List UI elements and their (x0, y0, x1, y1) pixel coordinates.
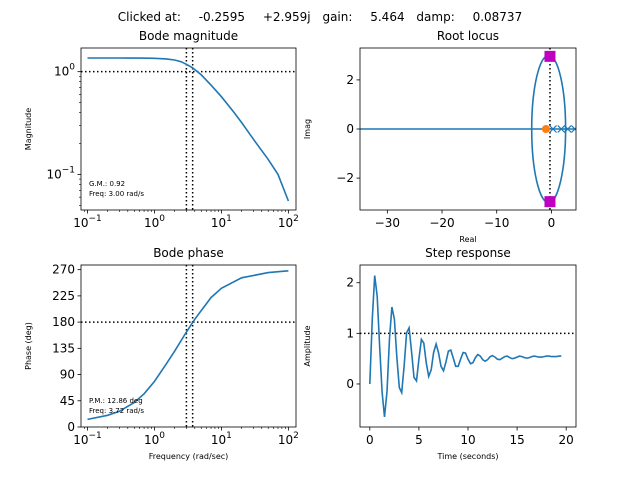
y-tick-label: 135 (52, 341, 75, 355)
damp-label: damp: (416, 10, 454, 24)
margin-annotation: Freq: 3.00 rad/s (89, 190, 144, 198)
y-tick-label: 100 (54, 63, 75, 79)
panel-2: Bode phase Phase (deg) Frequency (rad/sec)… (24, 246, 299, 461)
pole-marker (570, 125, 576, 133)
y-tick-label-exp: 0 (69, 63, 75, 73)
chart-title: Bode phase (153, 246, 224, 260)
margin-annotation: P.M.: 12.86 deg (89, 397, 143, 405)
chart-title: Root locus (437, 29, 499, 43)
pole-marker (563, 125, 572, 133)
x-tick-label-base: 10 (73, 433, 88, 447)
gain-label: gain: (322, 10, 352, 24)
x-tick-label: 20 (559, 433, 574, 447)
x-tick-label-exp: −1 (88, 214, 101, 224)
y-tick-label: 0 (346, 122, 354, 136)
x-tick-label: 100 (144, 214, 165, 230)
x-tick-label-base: 10 (211, 216, 226, 230)
plot-area (360, 275, 576, 417)
x-tick-label: 102 (278, 431, 299, 447)
plot-area (81, 265, 296, 427)
x-tick-label-exp: 0 (159, 214, 165, 224)
y-tick-label-exp: −1 (62, 165, 75, 175)
axes-frame (359, 264, 577, 428)
axes-frame (80, 47, 297, 211)
zero-marker (541, 125, 550, 133)
x-tick-label: 0 (366, 433, 374, 447)
clicked-real-value: -0.2595 (199, 10, 245, 24)
plot-area (360, 48, 576, 210)
series-line (369, 275, 562, 417)
x-tick-label: 100 (144, 431, 165, 447)
x-tick-label-exp: 2 (293, 431, 299, 441)
y-tick-label: 2 (346, 73, 354, 87)
selected-pole-marker (544, 196, 556, 208)
plot-area (81, 48, 296, 210)
x-tick-label-exp: 1 (226, 214, 232, 224)
series-line (87, 57, 290, 202)
x-axis-label: Frequency (rad/sec) (149, 452, 229, 461)
y-tick-label-base: 10 (46, 167, 61, 181)
y-tick-label: 1 (346, 326, 354, 340)
y-tick-label: 10−1 (46, 165, 75, 181)
y-tick-label: 45 (60, 394, 75, 408)
axes-frame (359, 47, 577, 211)
x-tick-label: 10−1 (73, 214, 102, 230)
x-tick-label: 10−1 (73, 431, 102, 447)
chart-title: Step response (425, 246, 511, 260)
selected-pole-marker (544, 50, 556, 62)
x-tick-label-exp: 1 (226, 431, 232, 441)
clicked-readout: Clicked at: -0.2595 +2.959j gain: 5.464 … (118, 10, 522, 24)
x-tick-label: 102 (278, 214, 299, 230)
x-tick-label-base: 10 (211, 433, 226, 447)
clicked-imag-value: +2.959j (263, 10, 311, 24)
y-axis-label: Phase (deg) (24, 322, 33, 370)
x-tick-label: 0 (548, 216, 556, 230)
axes-frame (80, 264, 297, 428)
x-tick-label-base: 10 (144, 433, 159, 447)
x-tick-label-base: 10 (73, 216, 88, 230)
damp-value: 0.08737 (473, 10, 523, 24)
y-axis-label: Magnitude (24, 108, 33, 150)
y-tick-label: 0 (67, 420, 75, 434)
x-tick-label: 101 (211, 431, 232, 447)
x-tick-label-exp: 0 (159, 431, 165, 441)
x-axis-label: Time (seconds) (436, 452, 498, 461)
x-tick-label-exp: −1 (88, 431, 101, 441)
chart-title: Bode magnitude (139, 29, 238, 43)
x-tick-label-base: 10 (278, 433, 293, 447)
x-tick-label: 101 (211, 214, 232, 230)
y-tick-label-base: 10 (54, 65, 69, 79)
y-tick-label: 270 (52, 263, 75, 277)
margin-annotation: Freq: 3.72 rad/s (89, 407, 144, 415)
y-axis-label: Amplitude (303, 325, 312, 366)
y-tick-label: 0 (346, 377, 354, 391)
x-tick-label: −10 (484, 216, 509, 230)
y-tick-label: 225 (52, 289, 75, 303)
margin-annotation: G.M.: 0.92 (89, 180, 125, 188)
clicked-label: Clicked at: (118, 10, 181, 24)
pole-marker (557, 125, 566, 133)
y-tick-label: 90 (60, 368, 75, 382)
x-tick-label-base: 10 (144, 216, 159, 230)
y-axis-label: Imag (303, 119, 312, 139)
x-tick-label: −20 (429, 216, 454, 230)
y-tick-label: −2 (336, 171, 354, 185)
x-tick-label: 10 (460, 433, 475, 447)
x-tick-label: 5 (415, 433, 423, 447)
x-tick-label-exp: 2 (293, 214, 299, 224)
x-tick-label: 15 (509, 433, 524, 447)
y-tick-label: 180 (52, 315, 75, 329)
x-tick-label: −30 (375, 216, 400, 230)
y-tick-label: 2 (346, 276, 354, 290)
pole-marker (549, 125, 557, 133)
gain-value: 5.464 (370, 10, 404, 24)
x-axis-label: Real (459, 235, 476, 244)
x-tick-label-base: 10 (278, 216, 293, 230)
series-line (87, 270, 289, 421)
